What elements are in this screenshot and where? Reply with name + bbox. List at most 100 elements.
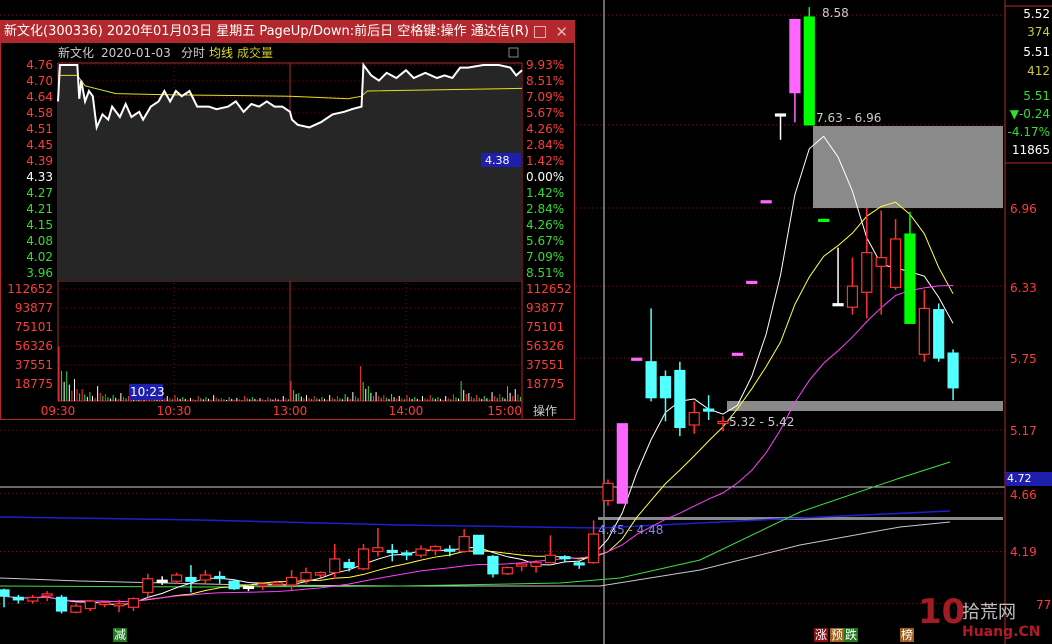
- gap-zone-mid: [727, 401, 1003, 411]
- close-icon[interactable]: ✕: [555, 23, 568, 41]
- candle-body: [889, 238, 902, 288]
- candle[interactable]: [41, 591, 53, 602]
- operate-button[interactable]: 操作: [533, 403, 557, 418]
- quote-value: 5.51: [1023, 45, 1050, 59]
- quote-value: 374: [1027, 25, 1050, 39]
- candle[interactable]: [774, 113, 787, 140]
- candle[interactable]: [674, 361, 686, 437]
- candle[interactable]: [300, 567, 312, 584]
- candle[interactable]: [487, 555, 499, 578]
- candle[interactable]: [199, 570, 211, 584]
- candle[interactable]: [127, 597, 140, 611]
- candle[interactable]: [27, 594, 39, 604]
- candle[interactable]: [271, 581, 283, 587]
- candle[interactable]: [501, 566, 513, 576]
- candle[interactable]: [559, 555, 571, 563]
- candle[interactable]: [688, 401, 700, 434]
- candle[interactable]: [573, 561, 585, 569]
- candle[interactable]: [343, 558, 355, 572]
- candle[interactable]: [170, 572, 183, 584]
- price-tick: 4.08: [26, 234, 53, 248]
- pct-tick: 2.84%: [526, 202, 564, 216]
- candle[interactable]: [746, 280, 758, 284]
- candle[interactable]: [703, 395, 715, 421]
- intraday-chart[interactable]: 新文化 2020-01-03 分时 均线 成交量 4.76 9.93% 4.70 8.…: [1, 43, 574, 419]
- candle[interactable]: [357, 544, 370, 571]
- candle[interactable]: [616, 423, 628, 504]
- candle-body: [300, 571, 312, 581]
- candle[interactable]: [889, 219, 902, 290]
- candle-body: [587, 533, 600, 564]
- candle[interactable]: [731, 352, 743, 356]
- candle[interactable]: [286, 570, 298, 590]
- candle[interactable]: [933, 303, 945, 362]
- candle[interactable]: [631, 357, 643, 361]
- candle[interactable]: [142, 573, 154, 598]
- tag-die[interactable]: 跌: [844, 628, 859, 642]
- candle[interactable]: [70, 603, 82, 614]
- candle[interactable]: [113, 599, 125, 613]
- candle[interactable]: [386, 544, 398, 562]
- candle[interactable]: [947, 349, 959, 401]
- popup-title-bar[interactable]: 新文化(300336) 2020年01月03日 星期五 PageUp/Down:…: [1, 21, 574, 43]
- candle[interactable]: [875, 210, 887, 315]
- candle[interactable]: [818, 218, 830, 222]
- candle[interactable]: [84, 599, 96, 611]
- candle[interactable]: [472, 534, 485, 555]
- candle-body: [185, 576, 197, 582]
- candle[interactable]: [659, 370, 672, 422]
- candle[interactable]: [214, 571, 226, 584]
- candle[interactable]: [602, 479, 614, 506]
- candle[interactable]: [429, 545, 441, 556]
- intraday-popup-window[interactable]: 新文化(300336) 2020年01月03日 星期五 PageUp/Down:…: [0, 20, 575, 420]
- candle[interactable]: [228, 580, 240, 590]
- candle[interactable]: [904, 211, 916, 324]
- chart-date: 2020-01-03: [101, 46, 171, 60]
- cursor-time-chip: [129, 384, 163, 400]
- candle[interactable]: [918, 289, 930, 362]
- candle[interactable]: [803, 7, 815, 126]
- candle[interactable]: [530, 560, 542, 573]
- candle-body: [573, 562, 585, 566]
- candle[interactable]: [156, 576, 168, 585]
- candle[interactable]: [99, 601, 111, 608]
- candle[interactable]: [372, 527, 384, 557]
- tag-jian[interactable]: 减: [113, 628, 128, 642]
- candle[interactable]: [0, 588, 10, 608]
- candle[interactable]: [587, 520, 600, 564]
- candle[interactable]: [861, 208, 873, 319]
- panel-toggle-icon[interactable]: [508, 47, 519, 58]
- price-area: [58, 65, 522, 281]
- candle[interactable]: [55, 594, 68, 614]
- candle[interactable]: [415, 545, 427, 558]
- candle[interactable]: [544, 535, 557, 564]
- candle[interactable]: [458, 529, 470, 553]
- candle-body: [228, 580, 240, 590]
- candle[interactable]: [832, 247, 844, 307]
- candle[interactable]: [645, 308, 657, 402]
- candle[interactable]: [717, 416, 729, 432]
- tag-yu[interactable]: 预: [830, 628, 845, 642]
- logo-en: Huang.CN: [962, 624, 1041, 640]
- candle[interactable]: [314, 571, 326, 578]
- candle[interactable]: [185, 565, 197, 593]
- candle-body: [717, 420, 729, 425]
- tag-bang[interactable]: 榜: [900, 628, 915, 642]
- candle[interactable]: [12, 594, 24, 604]
- vol-tick: 37551: [526, 358, 564, 372]
- candle[interactable]: [401, 550, 413, 561]
- candle[interactable]: [789, 18, 801, 123]
- tag-zhang[interactable]: 涨: [814, 628, 829, 642]
- candle[interactable]: [846, 257, 859, 315]
- candle[interactable]: [242, 585, 255, 592]
- candle[interactable]: [257, 583, 269, 590]
- candle[interactable]: [760, 200, 772, 204]
- candle-body: [70, 605, 82, 613]
- candle[interactable]: [516, 562, 528, 572]
- pct-tick: 2.84%: [526, 138, 564, 152]
- maximize-icon[interactable]: [534, 26, 546, 38]
- candle-body: [774, 113, 787, 117]
- candle[interactable]: [444, 545, 456, 557]
- candle[interactable]: [329, 544, 341, 579]
